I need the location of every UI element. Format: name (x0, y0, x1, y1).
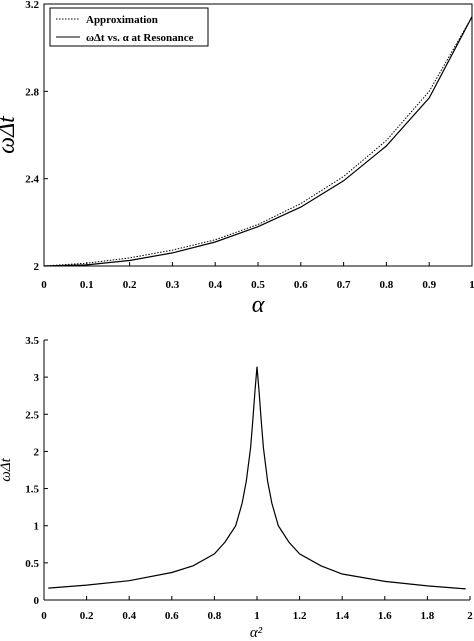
x-axis-label: α² (250, 625, 263, 641)
chart-alpha-squared: 0 0.2 0.4 0.6 0.8 1 1.2 1.4 1.6 1.8 2 0 0.5 1 1.5 2 2.5… (0, 335, 473, 641)
series-line-0 (43, 16, 473, 267)
legend-label-resonance: ωΔt vs. α at Resonance (86, 32, 194, 44)
y-tick-label: 3.2 (25, 0, 39, 11)
chart-alpha: 0 0.1 0.2 0.3 0.4 0.5 0.6 0.7 0.8 0.9 1 2 2.4 2.8 3.2… (0, 0, 474, 318)
y-tick-label: 0 (34, 595, 40, 607)
x-tick-label: 0.2 (80, 610, 94, 622)
x-tick-label: 0 (41, 279, 47, 291)
x-tick-label: 0.6 (165, 610, 179, 622)
x-tick-label: 0.8 (380, 279, 394, 291)
legend: Approximation ωΔt vs. α at Resonance (49, 7, 209, 47)
x-tick-label: 0 (41, 610, 47, 622)
y-tick-label: 2 (34, 446, 40, 458)
x-tick-label: 0.8 (208, 610, 222, 622)
y-axis-label: ωΔt (0, 115, 20, 154)
x-axis-label: α (252, 292, 265, 318)
y-tick-label: 1.5 (25, 484, 39, 496)
x-tick-label: 0.4 (122, 610, 136, 622)
x-tick-labels: 0 0.1 0.2 0.3 0.4 0.5 0.6 0.7 0.8 0.9 1 (41, 262, 474, 291)
x-tick-label: 1.4 (335, 610, 349, 622)
y-tick-label: 2.8 (25, 86, 39, 98)
y-tick-label: 3 (34, 372, 40, 384)
x-tick-label: 1.2 (293, 610, 307, 622)
x-tick-label: 0.3 (166, 279, 180, 291)
x-tick-label: 1.6 (378, 610, 392, 622)
x-tick-labels: 0 0.2 0.4 0.6 0.8 1 1.2 1.4 1.6 1.8 2 (41, 596, 473, 622)
x-tick-label: 1.8 (421, 610, 435, 622)
x-tick-label: 2 (467, 610, 473, 622)
legend-label-approximation: Approximation (86, 14, 158, 26)
y-tick-label: 1 (34, 521, 40, 533)
y-tick-label: 2.5 (25, 409, 39, 421)
x-tick-label: 0.9 (422, 279, 436, 291)
series-lines (43, 16, 473, 267)
x-tick-label: 1 (469, 279, 474, 291)
series-line-0 (48, 366, 466, 590)
y-tick-label: 0.5 (25, 558, 39, 570)
y-tick-label: 3.5 (25, 335, 39, 347)
y-tick-label: 2 (34, 261, 40, 273)
series-lines (48, 366, 466, 590)
x-tick-label: 0.2 (123, 279, 137, 291)
y-tick-labels: 0 0.5 1 1.5 2 2.5 3 3.5 (25, 335, 48, 607)
x-tick-label: 1 (254, 610, 260, 622)
series-line-1 (43, 16, 473, 267)
y-tick-label: 2.4 (25, 174, 39, 186)
y-tick-labels: 2 2.4 2.8 3.2 (25, 0, 48, 273)
x-tick-label: 0.4 (208, 279, 222, 291)
y-axis-label: ωΔt (0, 457, 14, 481)
x-tick-label: 0.7 (337, 279, 351, 291)
legend-box (49, 7, 209, 47)
x-tick-label: 0.5 (251, 279, 265, 291)
x-tick-label: 0.1 (80, 279, 94, 291)
x-tick-label: 0.6 (294, 279, 308, 291)
